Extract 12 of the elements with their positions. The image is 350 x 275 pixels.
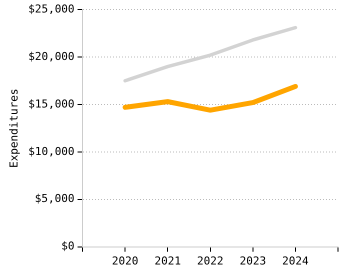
y-axis-title: Expenditures	[7, 88, 20, 168]
y-tick-label: $15,000	[28, 97, 75, 110]
y-tick-label: $5,000	[34, 192, 75, 206]
x-tick-label: 2021	[154, 254, 181, 268]
y-tick-label: $25,000	[28, 2, 75, 16]
x-tick-label: 2022	[197, 254, 224, 268]
y-tick-label: $0	[61, 240, 75, 253]
y-tick-label: $20,000	[28, 50, 75, 63]
x-tick-label: 2023	[240, 254, 266, 268]
x-tick-label: 2020	[112, 254, 138, 268]
x-tick-label: 2024	[282, 254, 310, 268]
y-tick-label: $10,000	[28, 144, 75, 158]
